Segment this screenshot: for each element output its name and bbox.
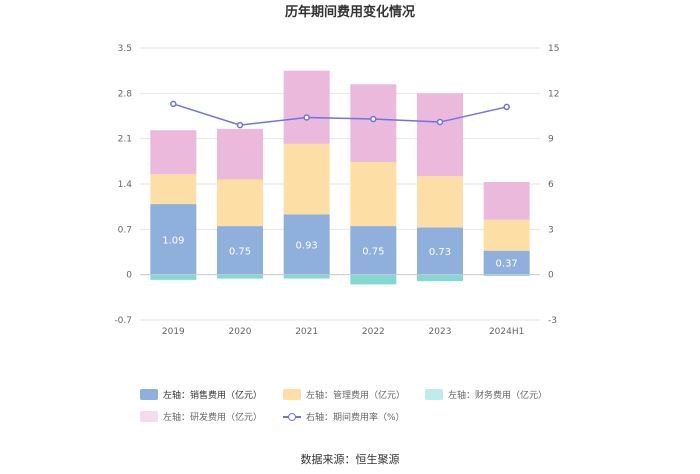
right-axis: 15 12 9 6 3 0 -3 [548, 44, 559, 326]
data-label: 0.37 [496, 259, 518, 270]
bar-segment [350, 274, 397, 285]
bar-segment [350, 84, 397, 162]
bar-segment [483, 219, 530, 251]
left-tick-label: 2.8 [118, 89, 133, 99]
right-tick-label: 15 [548, 44, 559, 54]
bar-segment [283, 214, 330, 275]
ratio-line-path [173, 103, 507, 126]
bar-segment [483, 182, 530, 220]
ratio-point [236, 121, 244, 129]
x-axis: 2019 2020 2021 2022 2023 2024H1 [140, 274, 540, 337]
data-label: 0.75 [362, 246, 384, 257]
left-tick-label: 3.5 [118, 44, 132, 54]
legend-label-rnd: 左轴：研发费用（亿元） [163, 413, 263, 423]
left-tick-label: 0.7 [118, 225, 132, 235]
legend-swatch-finance [425, 389, 443, 400]
x-tick-label: 2024H1 [489, 327, 524, 337]
left-tick-label: 2.1 [118, 135, 132, 145]
chart-title: 历年期间费用变化情况 [285, 4, 415, 20]
legend-swatch-ratio [283, 411, 301, 422]
legend-item-sales[interactable]: 左轴：销售费用（亿元） [140, 388, 262, 401]
right-tick-label: 3 [548, 225, 554, 235]
legend-label-sales: 左轴：销售费用（亿元） [163, 391, 263, 401]
ratio-point [503, 103, 510, 111]
bar-segment [150, 174, 197, 205]
legend-label-admin: 左轴：管理费用（亿元） [306, 391, 406, 401]
legend-swatch-admin [283, 389, 301, 400]
left-axis: 3.5 2.8 2.1 1.4 0.7 0 -0.7 [114, 44, 132, 326]
bar-segment [417, 93, 463, 177]
right-tick-label: 12 [548, 89, 559, 99]
x-tick-label: 2019 [162, 327, 185, 337]
bar-segment [483, 274, 530, 276]
x-tick-label: 2020 [229, 327, 252, 337]
gridlines [140, 47, 540, 321]
expense-ratio-line [170, 100, 510, 129]
x-tick-label: 2023 [429, 327, 452, 337]
bar-segment [417, 227, 463, 275]
bar-segment [483, 250, 530, 275]
bar-segment [217, 179, 263, 227]
bar-segment [150, 204, 197, 275]
ratio-point [170, 100, 177, 108]
legend-item-ratio[interactable]: 右轴：期间费用率（%） [283, 410, 405, 423]
data-label: 0.73 [429, 247, 451, 258]
legend-item-rnd[interactable]: 左轴：研发费用（亿元） [140, 410, 262, 423]
data-label: 1.09 [162, 235, 184, 246]
right-tick-label: -3 [548, 316, 557, 326]
ratio-point [436, 118, 444, 126]
bar-segment [150, 274, 197, 280]
bar-segment [350, 161, 397, 227]
bar-segment [417, 274, 463, 282]
ratio-point [303, 114, 310, 121]
source-note: 数据来源：恒生聚源 [300, 453, 400, 466]
bar-segment [150, 130, 197, 175]
left-tick-label: 0 [126, 271, 132, 281]
legend-label-ratio: 右轴：期间费用率（%） [306, 413, 405, 423]
legend-swatch-sales [140, 389, 158, 400]
legend-item-admin[interactable]: 左轴：管理费用（亿元） [283, 388, 405, 401]
bar-segment [217, 274, 263, 279]
x-tick-label: 2021 [295, 327, 318, 337]
bar-segment [350, 226, 397, 275]
bar-segment [283, 274, 330, 279]
data-label: 0.75 [229, 246, 251, 257]
left-tick-label: 1.4 [118, 180, 133, 190]
bar-segment [283, 143, 330, 215]
right-tick-label: 0 [548, 271, 554, 281]
left-tick-label: -0.7 [114, 316, 132, 326]
x-tick-label: 2022 [362, 327, 385, 337]
legend-swatch-rnd [140, 411, 158, 422]
legend-item-finance[interactable]: 左轴：财务费用（亿元） [425, 388, 547, 401]
ratio-point [370, 115, 377, 123]
bar-segment [217, 128, 263, 180]
bars: 1.09 0.75 0.93 0.75 0.73 0.37 [150, 70, 530, 285]
right-tick-label: 9 [548, 135, 554, 145]
bar-segment [417, 176, 463, 228]
right-tick-label: 6 [548, 180, 554, 190]
legend-label-finance: 左轴：财务费用（亿元） [448, 391, 548, 401]
data-label: 0.93 [296, 241, 318, 252]
bar-segment [217, 226, 263, 275]
bar-segment [283, 70, 330, 144]
